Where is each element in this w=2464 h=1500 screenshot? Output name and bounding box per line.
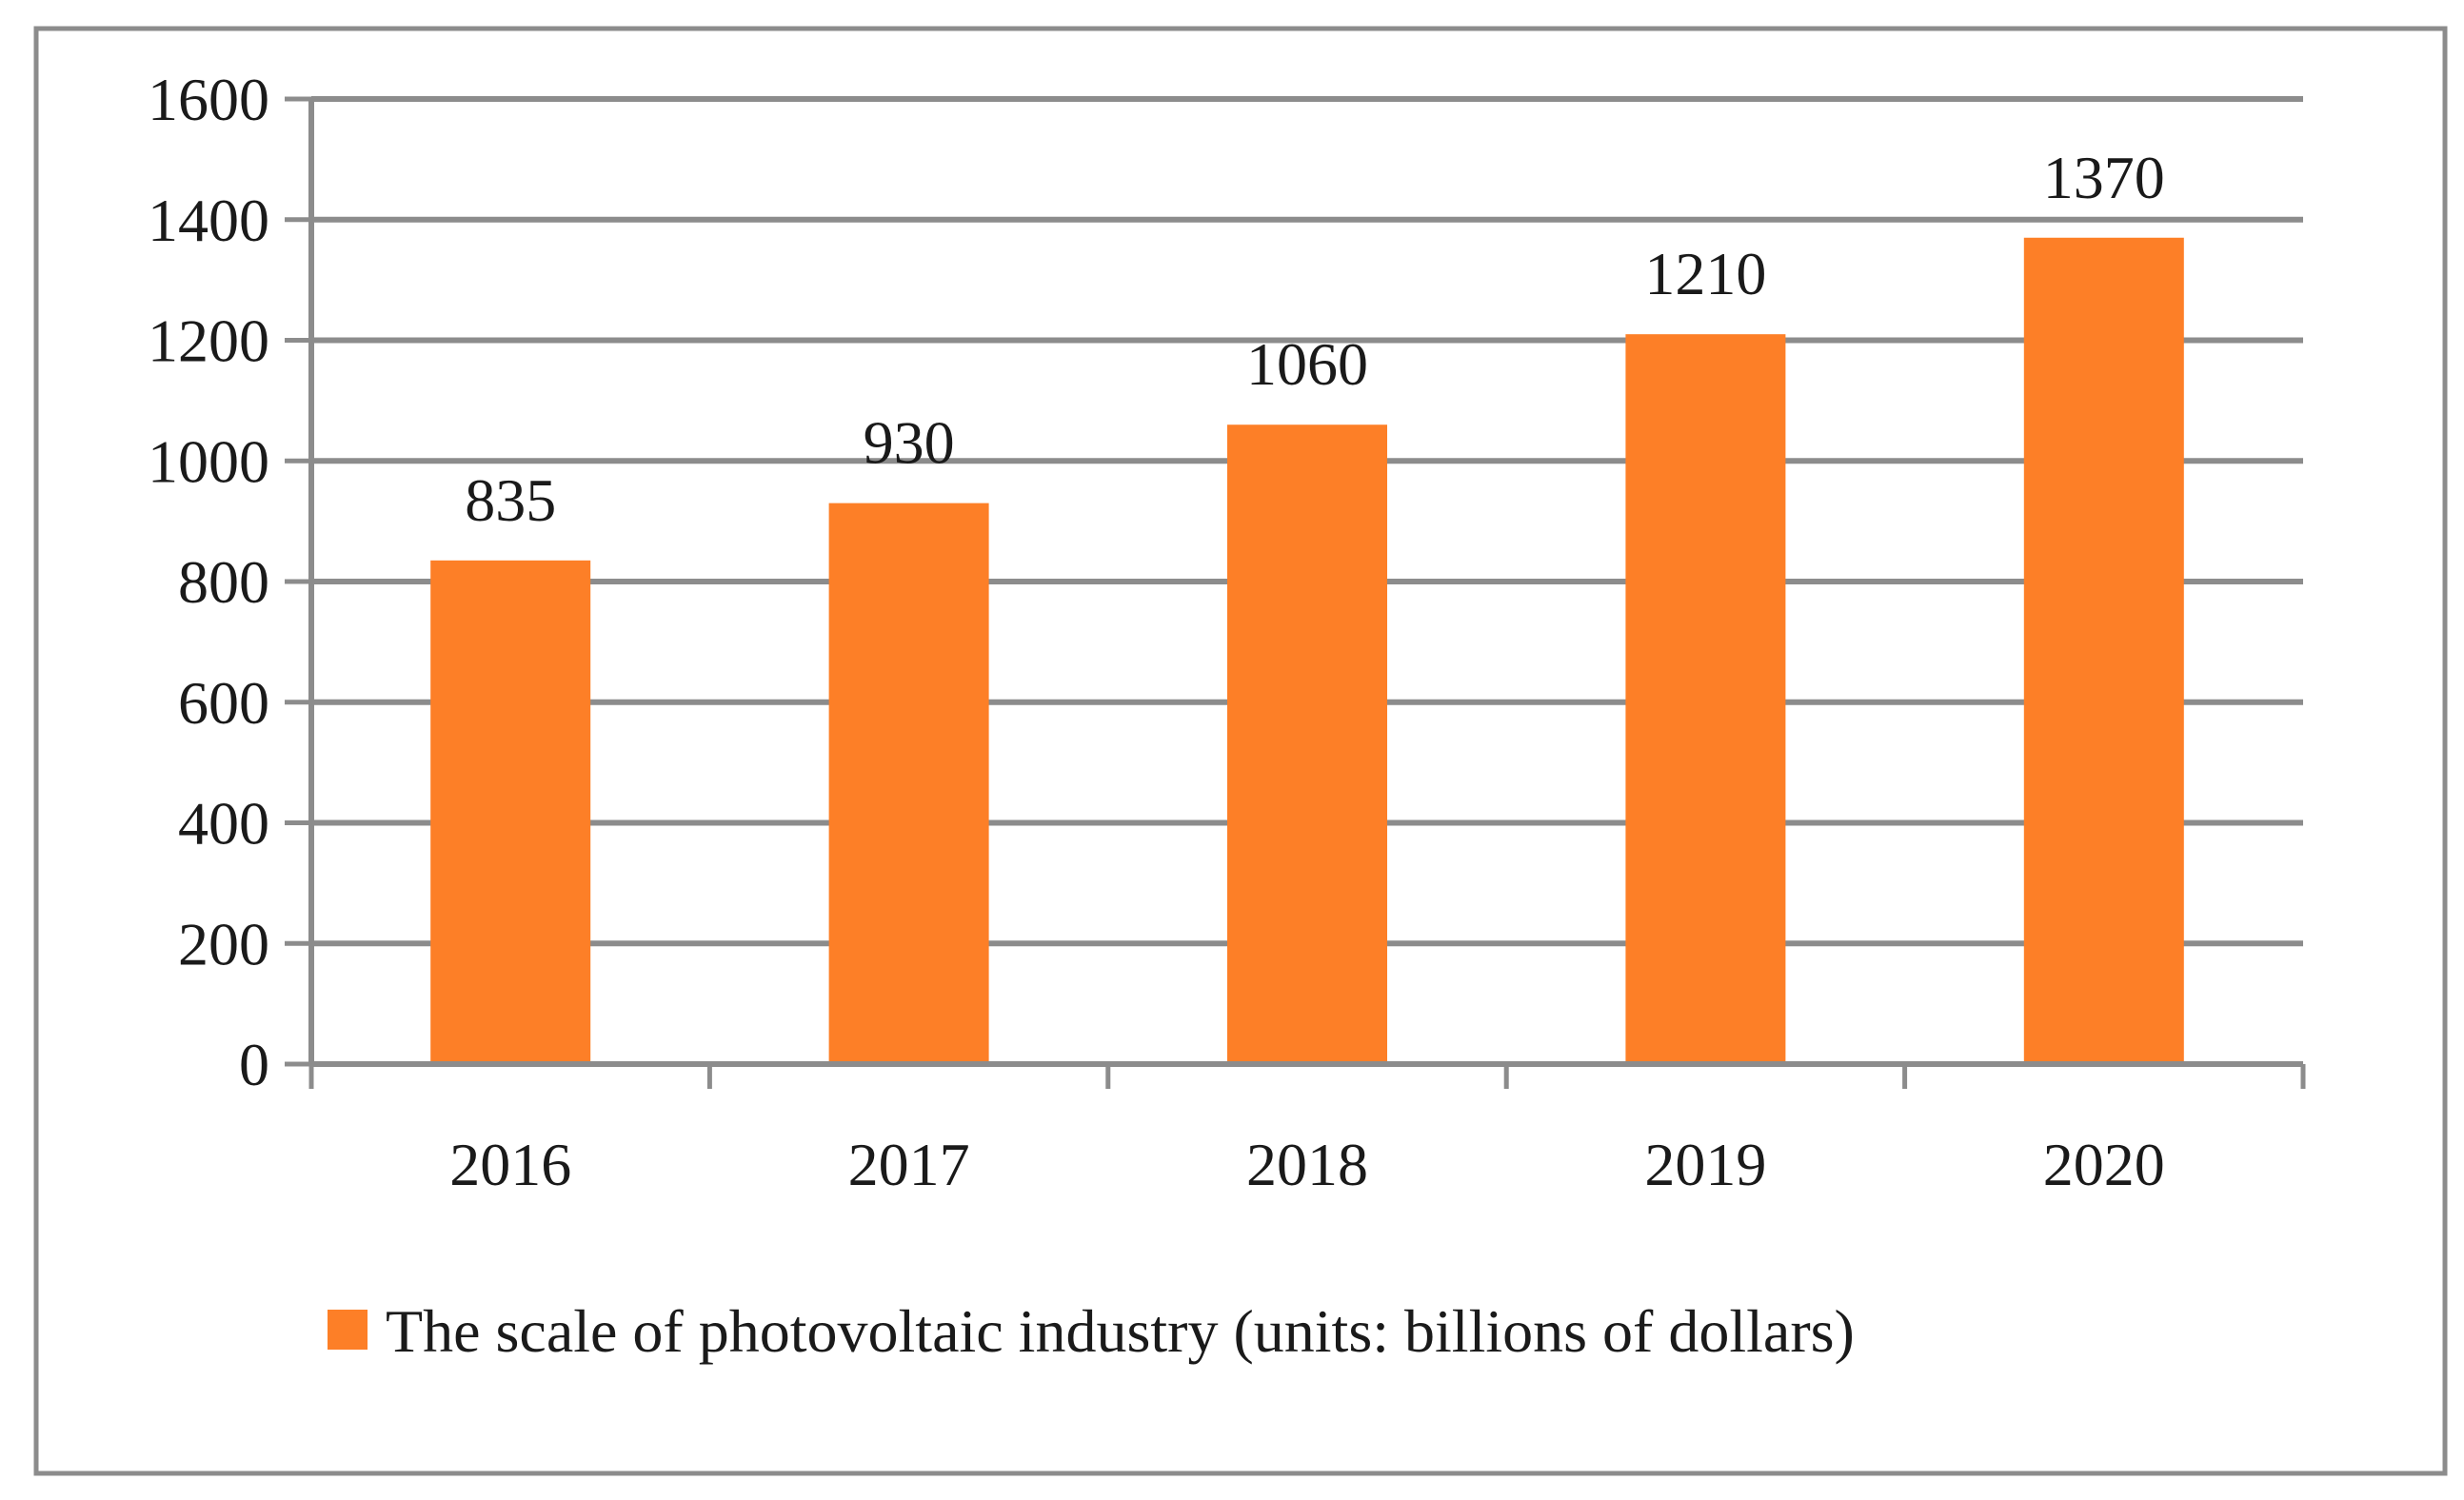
x-tick-label: 2016 — [449, 1131, 571, 1198]
legend-swatch — [328, 1310, 368, 1350]
bar — [828, 503, 989, 1064]
legend: The scale of photovoltaic industry (unit… — [328, 1297, 1855, 1365]
x-tick-label: 2018 — [1246, 1131, 1368, 1198]
data-label: 1370 — [2043, 144, 2165, 211]
legend-label: The scale of photovoltaic industry (unit… — [386, 1297, 1855, 1365]
y-tick-label: 400 — [178, 790, 269, 858]
y-tick-label: 200 — [178, 910, 269, 977]
axes — [285, 96, 2306, 1089]
y-tick-labels: 0 200 400 600 800 1000 1200 1400 1600 — [148, 66, 269, 1098]
y-tick-label: 1000 — [148, 427, 269, 495]
x-tick-label: 2020 — [2043, 1131, 2165, 1198]
y-tick-label: 0 — [239, 1031, 269, 1098]
data-label: 1210 — [1644, 240, 1766, 307]
data-label: 1060 — [1246, 330, 1368, 398]
x-tick-label: 2019 — [1644, 1131, 1766, 1198]
y-tick-label: 1600 — [148, 66, 269, 133]
data-label: 835 — [465, 466, 556, 534]
y-tick-label: 1200 — [148, 307, 269, 375]
bar — [430, 560, 591, 1064]
x-tick-label: 2017 — [848, 1131, 970, 1198]
bar — [2023, 237, 2184, 1064]
x-tick-labels: 2016 2017 2018 2019 2020 — [449, 1131, 2165, 1198]
data-label: 930 — [864, 409, 955, 477]
bar — [1227, 424, 1387, 1065]
y-tick-label: 800 — [178, 548, 269, 616]
bar — [1625, 334, 1786, 1065]
y-tick-label: 1400 — [148, 187, 269, 254]
y-tick-label: 600 — [178, 669, 269, 737]
bars — [430, 237, 2184, 1065]
data-labels: 835 930 1060 1210 1370 — [465, 144, 2165, 534]
